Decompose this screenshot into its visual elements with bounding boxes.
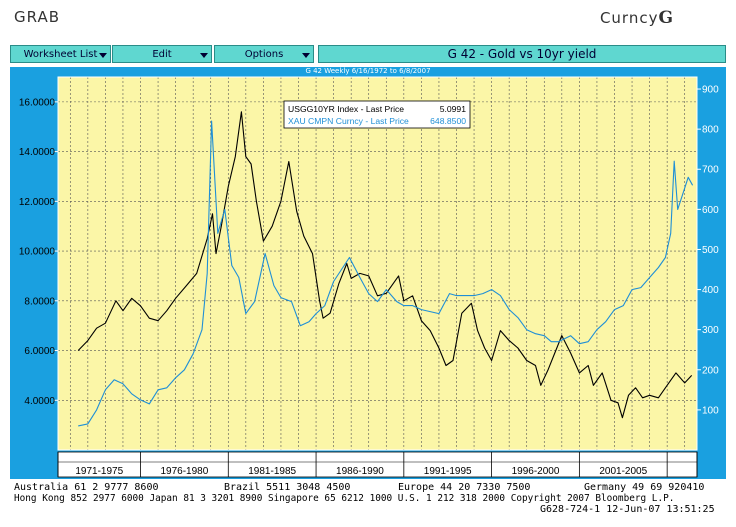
x-period-label: 1981-1985 xyxy=(248,466,296,477)
options-button[interactable]: Options xyxy=(214,45,314,63)
y-left-tick-label: 10.0000 xyxy=(19,247,56,258)
x-period-label: 1996-2000 xyxy=(512,466,560,477)
worksheet-list-button[interactable]: Worksheet List xyxy=(10,45,111,63)
dropdown-arrow-icon xyxy=(302,53,310,58)
options-label: Options xyxy=(244,49,284,60)
y-left-tick-label: 14.0000 xyxy=(19,147,56,158)
y-left-tick-label: 8.0000 xyxy=(24,296,55,307)
series-line-gold xyxy=(78,120,694,427)
y-right-tick-label: 200 xyxy=(702,365,719,376)
market-sector: CurncyG xyxy=(599,8,674,28)
edit-label: Edit xyxy=(152,49,172,60)
legend-label: XAU CMPN Curncy - Last Price xyxy=(288,116,409,126)
y-right-tick-label: 600 xyxy=(702,205,719,216)
y-right-tick-label: 900 xyxy=(702,85,719,96)
x-period-label: 2001-2005 xyxy=(599,466,647,477)
y-left-tick-label: 12.0000 xyxy=(19,197,56,208)
y-right-tick-label: 400 xyxy=(702,285,719,296)
dropdown-arrow-icon xyxy=(200,53,208,58)
y-right-tick-label: 500 xyxy=(702,245,719,256)
x-period-label: 1986-1990 xyxy=(336,466,384,477)
x-period-label: 1991-1995 xyxy=(424,466,472,477)
legend-value: 648.8500 xyxy=(430,116,466,126)
y-left-tick-label: 16.0000 xyxy=(19,97,56,108)
chart-title: G 42 - Gold vs 10yr yield xyxy=(318,45,726,63)
period-strip xyxy=(57,451,698,478)
footer-brazil: Brazil 5511 3048 4500 xyxy=(224,482,351,493)
worksheet-list-label: Worksheet List xyxy=(23,49,98,60)
series-line-yield xyxy=(77,111,693,419)
footer-germany: Germany 49 69 920410 xyxy=(584,482,705,493)
legend-box xyxy=(283,100,471,129)
plot-area xyxy=(58,77,697,450)
chart-subtitle: G 42 Weekly 6/16/1972 to 6/8/2007 xyxy=(305,67,431,75)
edit-button[interactable]: Edit xyxy=(112,45,212,63)
legend-label: USGG10YR Index - Last Price xyxy=(288,104,404,114)
y-right-tick-label: 100 xyxy=(702,405,719,416)
y-right-tick-label: 700 xyxy=(702,165,719,176)
y-right-tick-label: 800 xyxy=(702,125,719,136)
plot-border xyxy=(57,76,698,451)
x-period-label: 1976-1980 xyxy=(160,466,208,477)
footer-europe: Europe 44 20 7330 7500 xyxy=(398,482,531,493)
legend-value: 5.0991 xyxy=(440,104,467,114)
app-name: GRAB xyxy=(14,8,60,26)
footer-timestamp: G628-724-1 12-Jun-07 13:51:25 xyxy=(540,504,715,515)
y-right-tick-label: 300 xyxy=(702,325,719,336)
dropdown-arrow-icon xyxy=(99,53,107,58)
y-left-tick-label: 6.0000 xyxy=(24,346,55,357)
y-left-tick-label: 4.0000 xyxy=(24,396,55,407)
footer-australia: Australia 61 2 9777 8600 xyxy=(14,482,159,493)
footer-contacts: Hong Kong 852 2977 6000 Japan 81 3 3201 … xyxy=(14,493,675,504)
x-period-label: 1971-1975 xyxy=(75,466,123,477)
